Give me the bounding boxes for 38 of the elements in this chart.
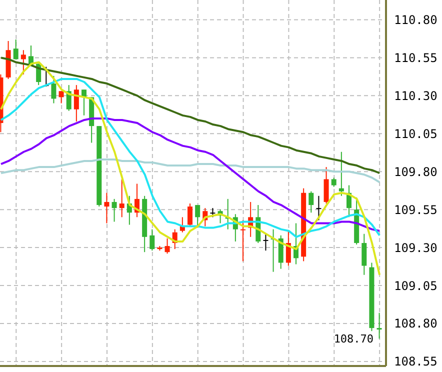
line-series (0, 117, 381, 232)
candlestick (112, 198, 117, 222)
candlestick (119, 178, 124, 218)
candlestick (324, 166, 329, 204)
candlestick (338, 151, 344, 196)
candlestick (263, 233, 268, 252)
candlestick (331, 177, 336, 188)
candlestick (66, 84, 72, 112)
candlestick (195, 204, 200, 227)
candlestick (210, 208, 216, 218)
line-series (0, 78, 381, 238)
candlestick (150, 228, 155, 252)
y-tick-label: 108.55 (394, 354, 438, 369)
candlestick (240, 220, 246, 262)
y-tick-label: 110.80 (394, 13, 438, 28)
candlestick (362, 233, 367, 276)
candlestick (51, 75, 56, 104)
y-tick-label: 110.30 (394, 88, 438, 103)
y-tick-label: 110.55 (394, 50, 438, 65)
candlestick (74, 84, 79, 122)
candlestick (316, 195, 322, 221)
line-series (0, 158, 381, 184)
y-tick-label: 110.05 (394, 126, 438, 141)
candlestick (308, 190, 314, 214)
y-tick-label: 109.80 (394, 164, 438, 179)
line-series (0, 56, 381, 174)
y-tick-label: 109.55 (394, 202, 438, 217)
candlestick (13, 38, 18, 60)
candlestick (104, 192, 110, 224)
candlestick (20, 50, 26, 75)
annotation: 108.70 (334, 332, 374, 346)
candlestick (188, 203, 192, 227)
candlestick (164, 238, 170, 254)
y-tick-label: 108.80 (394, 316, 438, 331)
candlestick (376, 312, 382, 340)
candlestick (58, 90, 64, 104)
y-tick-label: 109.30 (394, 240, 438, 255)
y-tick-label: 109.05 (394, 278, 438, 293)
